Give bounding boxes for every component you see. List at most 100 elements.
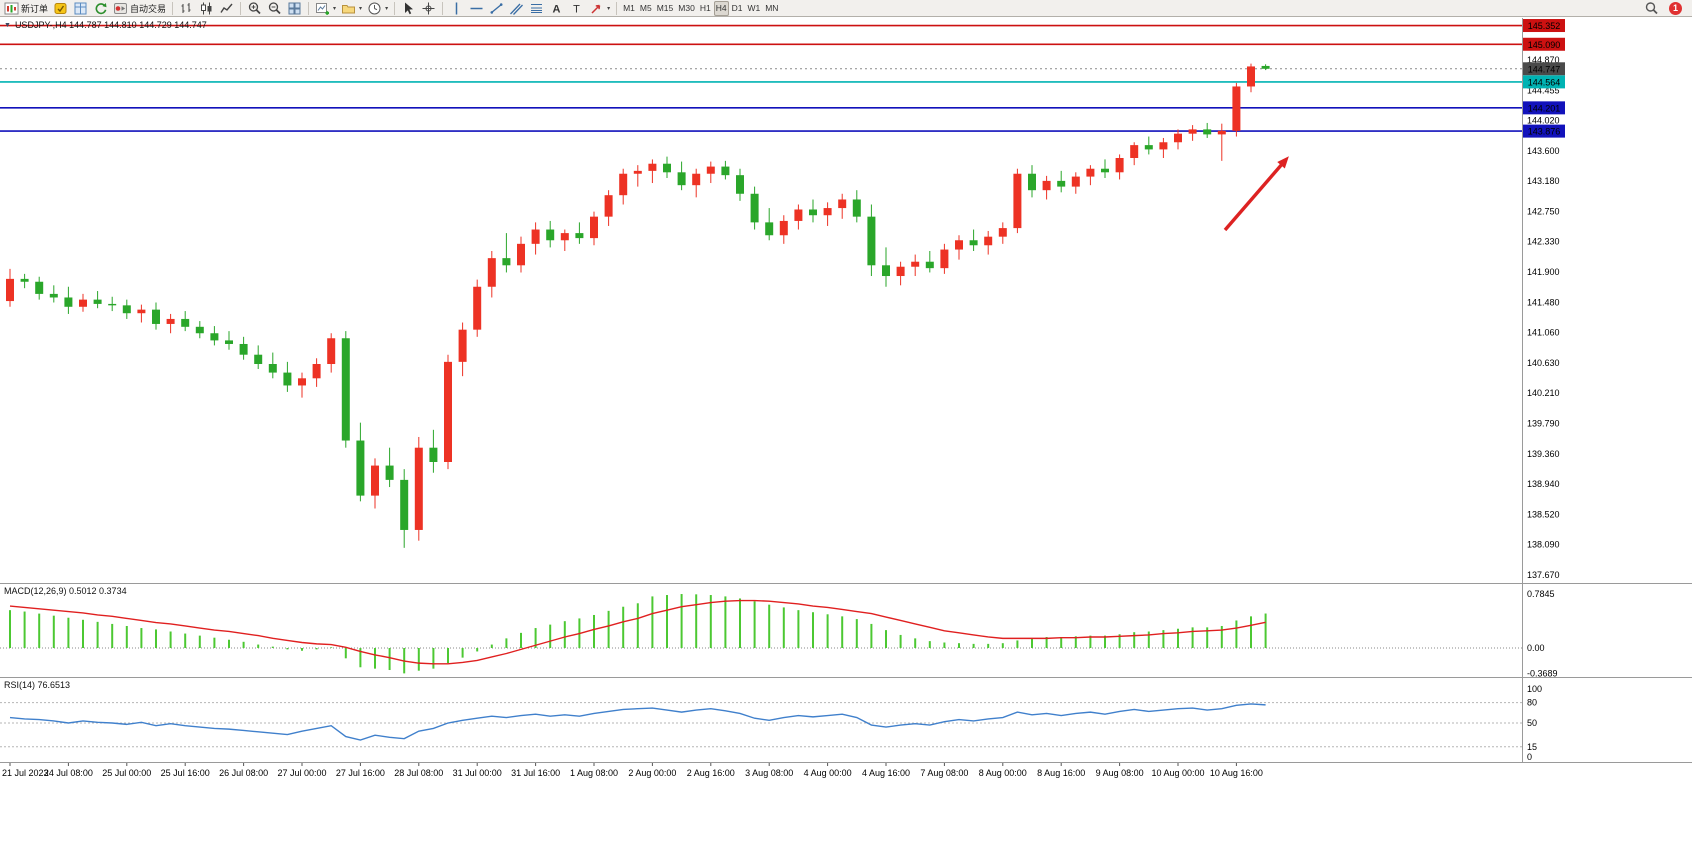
candlestick-mode-button[interactable] — [197, 1, 216, 16]
candle-body — [210, 333, 219, 341]
candle-body — [736, 175, 744, 194]
timeframe-h1-button[interactable]: H1 — [698, 1, 713, 16]
time-scale-area[interactable] — [0, 763, 1692, 848]
arrows-icon — [591, 4, 601, 14]
macd-scale-label: 0.7845 — [1527, 589, 1555, 599]
timeframe-d1-button[interactable]: D1 — [730, 1, 745, 16]
trend-arrow[interactable] — [1223, 161, 1285, 232]
macd-title: MACD(12,26,9) 0.5012 0.3734 — [4, 586, 127, 596]
horizontal-line-tool-button[interactable] — [467, 1, 486, 16]
candle-body — [371, 465, 379, 496]
candle-body — [809, 209, 817, 216]
new-chart-button[interactable]: ▾ — [313, 1, 338, 16]
tile-windows-button[interactable] — [285, 1, 304, 16]
candle-body — [590, 216, 598, 239]
candle-body — [268, 364, 277, 373]
text-label-tool-button[interactable]: T — [567, 1, 586, 16]
candlestick-icon — [201, 2, 212, 14]
zoom-out-button[interactable] — [265, 1, 284, 16]
time-axis-label: 2 Aug 00:00 — [628, 768, 676, 778]
notification-badge[interactable]: 1 — [1669, 1, 1682, 15]
vertical-line-tool-button[interactable] — [447, 1, 466, 16]
candle-body — [925, 261, 934, 269]
candle-body — [1159, 142, 1168, 150]
timeframe-m1-button[interactable]: M1 — [621, 1, 637, 16]
candle-body — [619, 173, 628, 196]
time-axis-label: 4 Aug 00:00 — [804, 768, 852, 778]
timeframe-label: M1 — [623, 3, 635, 13]
bar-chart-icon — [181, 2, 191, 13]
new-order-button[interactable]: 新订单 — [2, 1, 50, 16]
toolbar-separator — [172, 1, 174, 15]
text-tool-button[interactable]: A — [547, 1, 566, 16]
market-watch-button[interactable] — [71, 1, 90, 16]
price-axis-label: 138.090 — [1527, 540, 1560, 550]
candle-body — [633, 170, 642, 174]
line-chart-mode-button[interactable] — [217, 1, 236, 16]
metaeditor-button[interactable] — [51, 1, 70, 16]
candle-body — [984, 236, 993, 246]
dropdown-arrow-icon: ▾ — [385, 5, 389, 12]
timeframe-h4-button[interactable]: H4 — [713, 0, 729, 16]
search-icon — [1645, 1, 1658, 14]
price-tag-box — [1523, 19, 1565, 33]
candle-body — [400, 479, 409, 530]
candle-body — [444, 361, 452, 462]
candle-body — [487, 258, 496, 287]
time-axis-label: 27 Jul 16:00 — [336, 768, 385, 778]
chart-title-text: USDJPY-,H4 144.787 144.810 144.729 144.7… — [14, 20, 207, 30]
refresh-button[interactable] — [91, 1, 110, 16]
candle-body — [458, 329, 467, 362]
channel-tool-button[interactable] — [507, 1, 526, 16]
timeframe-w1-button[interactable]: W1 — [745, 1, 762, 16]
autotrading-button[interactable]: 自动交易 — [111, 1, 168, 16]
cursor-button[interactable] — [399, 1, 418, 16]
toolbar-separator — [394, 1, 396, 15]
price-axis-label: 141.060 — [1527, 328, 1560, 338]
candle-body — [429, 447, 438, 462]
candle-body — [896, 266, 905, 277]
candle-body — [1057, 180, 1066, 187]
new-order-label: 新订单 — [21, 3, 49, 14]
trendline-tool-button[interactable] — [487, 1, 506, 16]
arrows-tool-button[interactable]: ▾ — [587, 1, 612, 16]
candle-body — [49, 293, 58, 298]
timeframe-m30-button[interactable]: M30 — [676, 1, 697, 16]
candle-body — [1232, 86, 1241, 131]
candle-body — [93, 299, 102, 304]
candle-body — [502, 258, 511, 266]
timeframe-mn-button[interactable]: MN — [763, 1, 780, 16]
chart-canvas[interactable] — [0, 18, 1522, 762]
candle-body — [517, 243, 525, 266]
toolbar-separator — [308, 1, 310, 15]
price-axis-label: 142.330 — [1527, 237, 1560, 247]
candle-body — [473, 286, 482, 330]
profiles-button[interactable]: ▾ — [339, 1, 364, 16]
timeframe-m5-button[interactable]: M5 — [638, 1, 654, 16]
candle-body — [166, 318, 175, 324]
zoom-in-button[interactable] — [245, 1, 264, 16]
time-axis-label: 24 Jul 08:00 — [44, 768, 93, 778]
macd-signal-line — [9, 599, 1266, 665]
time-axis-label: 26 Jul 08:00 — [219, 768, 268, 778]
timeframe-m15-button[interactable]: M15 — [655, 1, 676, 16]
bar-chart-mode-button[interactable] — [177, 1, 196, 16]
zoom-in-icon — [248, 1, 261, 14]
candle-body — [122, 305, 131, 314]
fibonacci-tool-button[interactable] — [527, 1, 546, 16]
price-scale-area[interactable] — [1522, 18, 1692, 762]
search-button[interactable] — [1642, 1, 1661, 16]
candle-body — [955, 240, 963, 250]
period-menu-button[interactable]: ▾ — [365, 1, 390, 16]
oneclick-toggle-icon[interactable]: ▼ — [4, 21, 11, 29]
candle-body — [341, 338, 350, 441]
price-axis-label: 144.455 — [1527, 85, 1560, 95]
price-tag-label: 145.090 — [1528, 40, 1561, 50]
candle-body — [356, 440, 365, 496]
crosshair-button[interactable] — [419, 1, 438, 16]
candle-body — [1217, 130, 1226, 135]
macd-scale-label: -0.3689 — [1527, 668, 1558, 678]
price-axis-label: 138.940 — [1527, 479, 1560, 489]
price-axis-label: 144.870 — [1527, 55, 1560, 65]
rsi-scale-label: 0 — [1527, 752, 1532, 762]
